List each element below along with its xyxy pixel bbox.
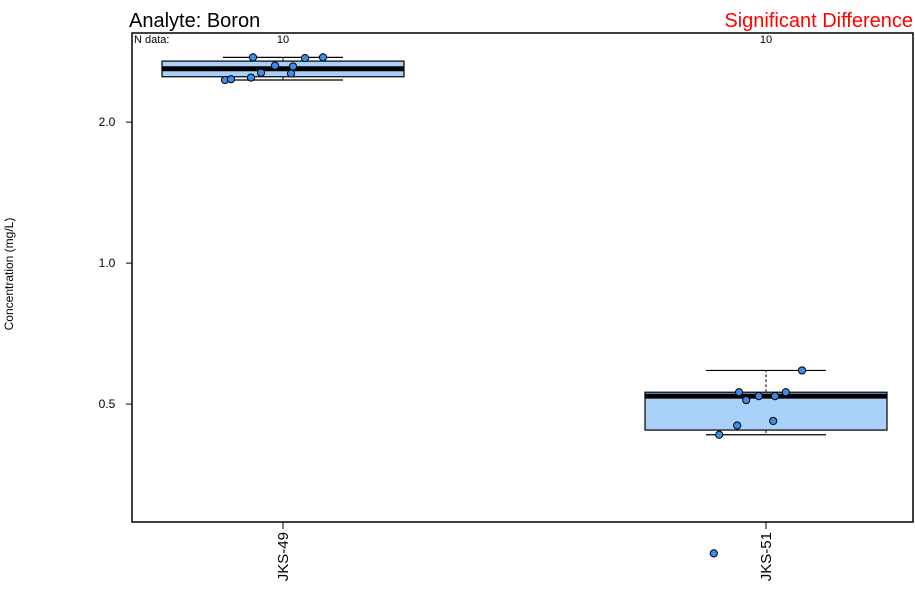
chart-title: Analyte: Boron [129,10,260,32]
x-tick-label: JKS-51 [758,532,775,581]
data-point [709,549,718,558]
data-point [256,68,266,77]
y-tick-label: 1.0 [99,256,116,270]
status-text: Significant Difference [724,10,913,32]
data-point [288,62,298,71]
data-point [286,69,296,78]
data-point [300,54,310,63]
data-point [318,53,328,62]
data-point [781,388,790,397]
data-point [246,73,256,82]
y-tick-label: 2.0 [99,115,116,129]
data-point [797,366,807,375]
x-tick-label: JKS-49 [275,532,292,581]
data-point [769,416,778,426]
plot-marks [161,53,888,558]
data-point [734,388,744,397]
y-tick-label: 0.5 [99,397,116,411]
plot-frame [131,32,914,523]
n-count: 10 [277,34,289,46]
x-axis: JKS-49 10 JKS-51 10 [275,34,775,581]
data-point [754,391,763,401]
data-point [742,395,751,405]
data-point [248,53,258,62]
n-data-label: N data: [134,34,169,46]
box-group-jks-51 [644,366,888,558]
data-point [770,391,780,401]
data-point [715,430,724,439]
data-point [733,421,742,430]
y-axis: 0.5 1.0 2.0 [99,115,132,411]
data-point [226,75,236,84]
n-count: 10 [760,34,772,46]
data-point [270,61,280,70]
y-axis-label: Concentration (mg/L) [2,218,16,331]
box-group-jks-49 [161,53,405,85]
